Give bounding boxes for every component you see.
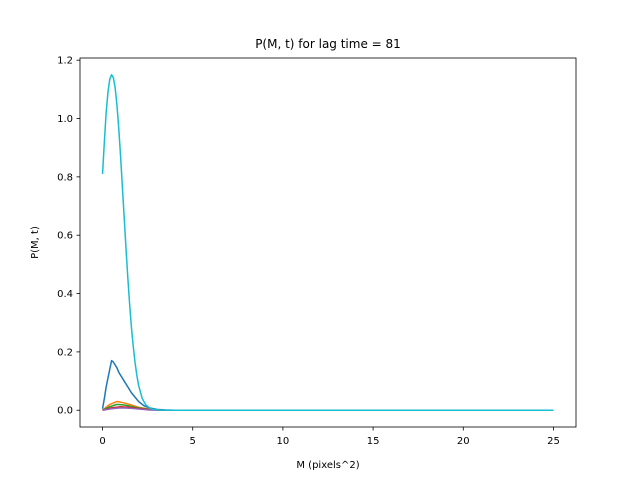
x-axis-label: M (pixels^2) <box>296 460 359 471</box>
y-tick-label: 0.2 <box>57 347 73 358</box>
series-line-1 <box>102 400 554 411</box>
plot-frame <box>79 57 577 428</box>
y-tick-label: 1.0 <box>57 114 73 125</box>
x-tick-label: 25 <box>547 436 560 447</box>
y-tick-label: 0.0 <box>57 406 73 417</box>
chart-title: P(M, t) for lag time = 81 <box>255 37 401 51</box>
x-tick-label: 15 <box>367 436 380 447</box>
x-axis: 0 5 10 15 20 25 <box>99 427 560 447</box>
y-tick-label: 0.4 <box>57 289 73 300</box>
x-tick-label: 5 <box>190 436 196 447</box>
y-tick-label: 1.2 <box>57 56 73 67</box>
series-line-0 <box>101 359 554 411</box>
series-line-5 <box>101 74 554 411</box>
y-tick-label: 0.6 <box>57 231 73 242</box>
x-tick-label: 10 <box>277 436 290 447</box>
y-axis-label: P(M, t) <box>30 226 41 259</box>
y-tick-label: 0.8 <box>57 172 73 183</box>
x-tick-label: 20 <box>457 436 470 447</box>
x-tick-label: 0 <box>99 436 105 447</box>
y-axis: 0.0 0.2 0.4 0.6 0.8 1.0 1.2 <box>57 56 80 417</box>
